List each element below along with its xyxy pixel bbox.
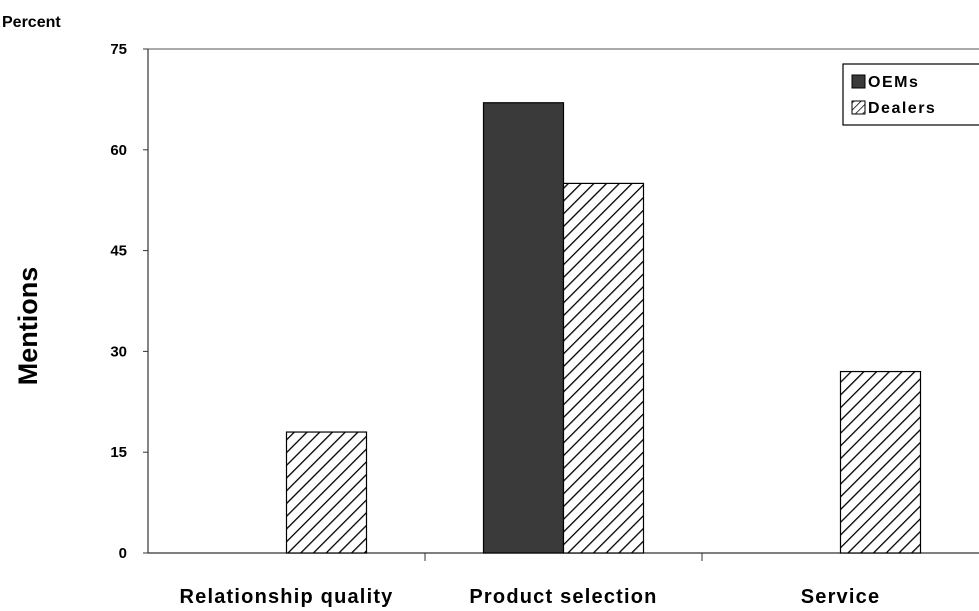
legend-swatch-dealers [851, 100, 866, 115]
bar-dealers [285, 431, 368, 554]
bar-dealers [839, 370, 922, 554]
x-tick-label: Relationship quality [179, 586, 393, 608]
x-tick-labels: Relationship quality Product selection Ser… [179, 553, 881, 608]
unit-label: Percent [2, 14, 61, 31]
y-ticks: 0 15 30 45 60 75 [110, 41, 148, 562]
bar-oems [482, 102, 565, 554]
legend-swatch-oems [851, 74, 866, 89]
legend: OEMs Dealers [842, 63, 979, 126]
legend-label-dealers: Dealers [868, 100, 936, 117]
x-tick-label: Product selection [469, 586, 657, 608]
legend-label-oems: OEMs [868, 74, 919, 91]
y-tick-label: 30 [110, 343, 127, 360]
y-tick-label: 0 [119, 545, 127, 562]
x-tick-label: Service [801, 586, 881, 608]
bars [285, 102, 922, 554]
y-tick-label: 60 [110, 142, 127, 159]
bar-dealers [562, 182, 645, 554]
y-tick-label: 45 [110, 243, 127, 260]
y-tick-label: 15 [110, 444, 127, 461]
y-axis-title: Mentions [13, 267, 43, 386]
legend-box [842, 63, 979, 126]
y-tick-label: 75 [110, 41, 127, 58]
